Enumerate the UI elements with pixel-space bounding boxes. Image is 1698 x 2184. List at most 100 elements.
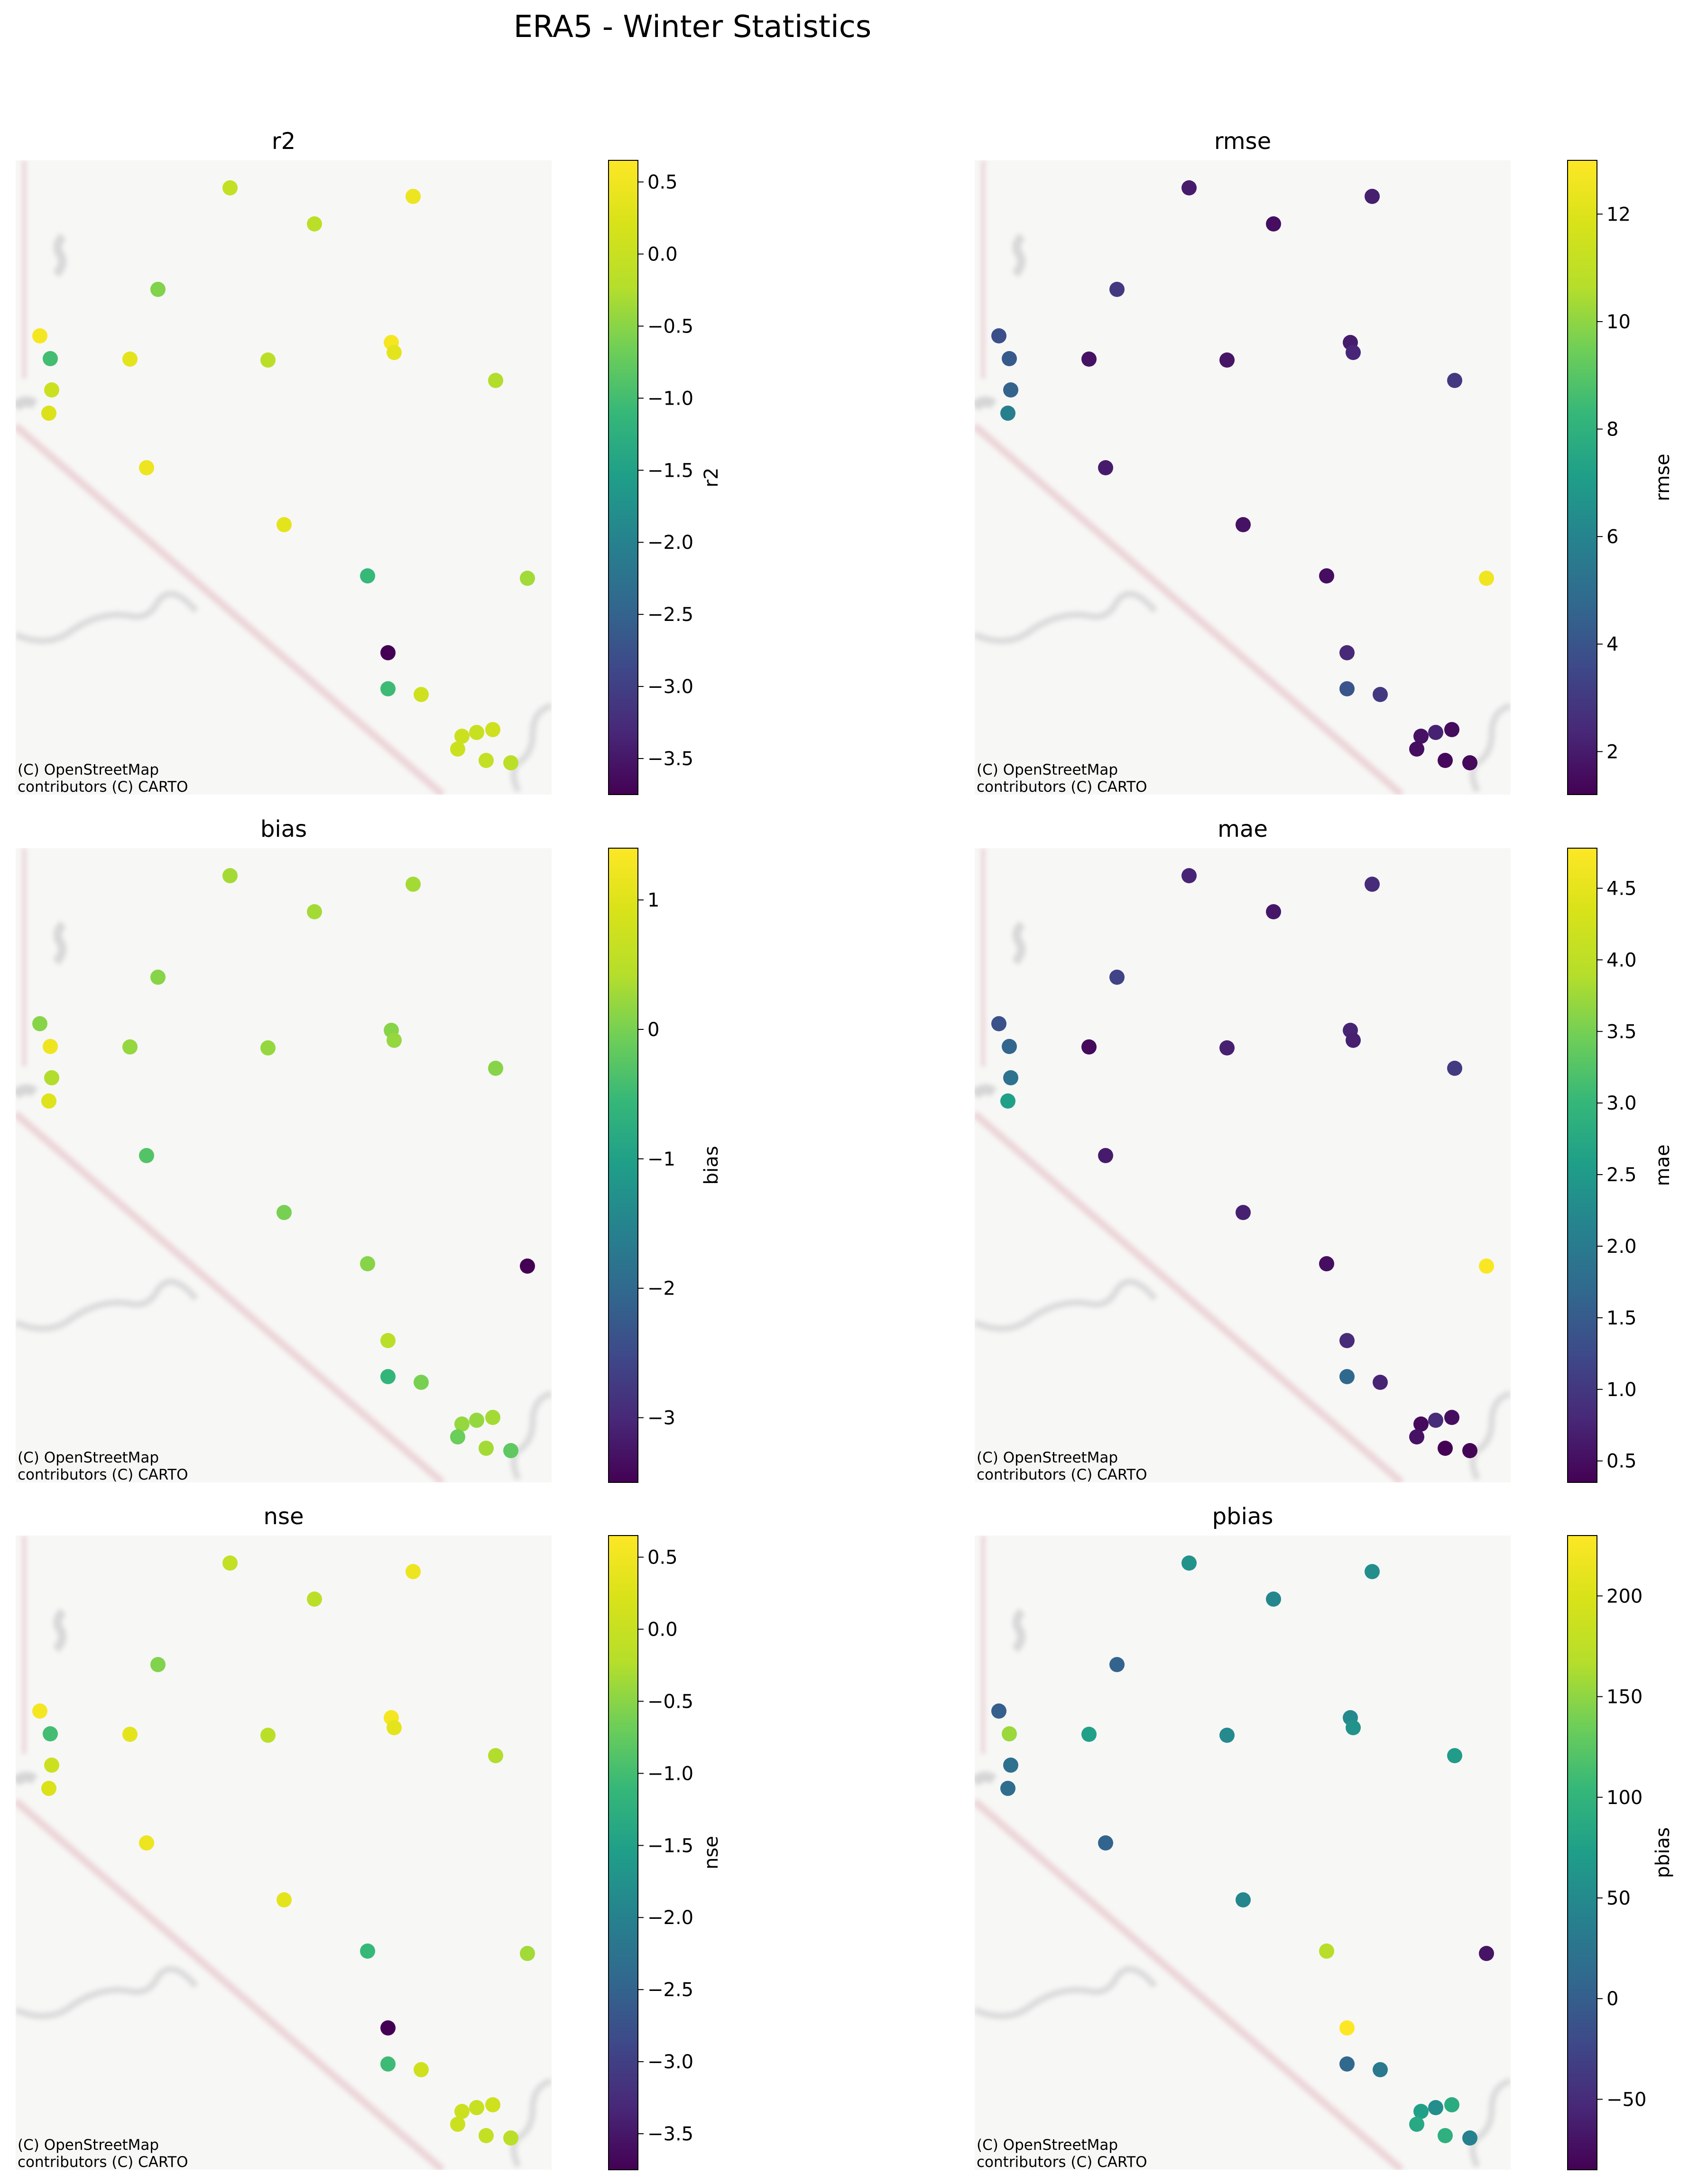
station-point — [360, 1943, 375, 1959]
station-point — [43, 351, 58, 366]
station-point — [454, 729, 470, 744]
colorbar-tick-label: 1 — [647, 889, 659, 911]
road-line — [975, 1111, 1404, 1482]
colorbar-tick-label: −50 — [1606, 2089, 1646, 2110]
station-point — [43, 1039, 58, 1054]
coastline — [1469, 703, 1511, 793]
station-point — [1339, 1369, 1355, 1384]
station-point — [41, 1093, 56, 1109]
colorbar-tick-label: 2.5 — [1606, 1164, 1637, 1186]
station-point — [150, 1657, 166, 1672]
coastline — [1012, 233, 1026, 278]
colorbar-gradient — [1567, 160, 1597, 795]
station-point — [222, 180, 238, 195]
colorbar-tick-label: 4 — [1606, 634, 1618, 656]
colorbar-tick-label: 0 — [647, 1019, 659, 1041]
station-point — [1003, 1070, 1018, 1085]
colorbar-label: bias — [701, 1146, 722, 1185]
station-point — [520, 1946, 535, 1961]
station-point — [414, 2062, 429, 2077]
station-point — [150, 282, 166, 297]
station-point — [139, 1148, 154, 1163]
station-point — [1447, 373, 1462, 388]
coastline — [16, 1084, 38, 1099]
coastline — [53, 921, 67, 965]
coastline — [1469, 2078, 1511, 2168]
station-point — [1365, 1564, 1380, 1579]
station-point — [1181, 1555, 1197, 1571]
station-point — [1373, 687, 1388, 702]
station-point — [277, 1892, 292, 1907]
station-point — [380, 1333, 396, 1348]
colorbar-tick-label: 0.5 — [1606, 1451, 1637, 1472]
road-line — [16, 1798, 445, 2170]
map-features — [975, 160, 1511, 795]
station-point — [1236, 1205, 1251, 1220]
basemap — [16, 848, 552, 1482]
coastline — [53, 1608, 67, 1653]
colorbar-gradient — [1567, 848, 1597, 1483]
basemap — [16, 160, 552, 795]
station-point — [488, 373, 503, 388]
station-point — [520, 1259, 535, 1274]
station-point — [260, 352, 276, 368]
station-point — [450, 741, 465, 757]
colorbar-tick-label: −2.0 — [647, 532, 693, 554]
map-credit: contributors (C) CARTO — [977, 2154, 1147, 2171]
map-features — [16, 160, 552, 795]
station-point — [991, 1703, 1006, 1719]
colorbar-tick-label: 10 — [1606, 311, 1631, 333]
station-point — [32, 328, 47, 343]
station-point — [1346, 1720, 1361, 1735]
station-point — [1236, 1892, 1251, 1907]
map-features — [16, 848, 552, 1482]
station-point — [485, 2097, 500, 2112]
basemap — [16, 1536, 552, 2170]
station-point — [1462, 1443, 1477, 1458]
station-point — [139, 1835, 154, 1851]
colorbar-label: mae — [1652, 1144, 1674, 1186]
colorbar-tick-label: 0.5 — [647, 172, 678, 194]
colorbar-tick-label: −3 — [647, 1407, 675, 1429]
panel-title: r2 — [272, 128, 295, 155]
station-point — [1003, 382, 1018, 398]
station-point — [1346, 345, 1361, 360]
station-point — [503, 755, 518, 770]
colorbar-tick-label: −0.5 — [647, 315, 693, 337]
colorbar-tick-label: 12 — [1606, 204, 1631, 225]
station-point — [414, 687, 429, 702]
colorbar-tick-label: 2.0 — [1606, 1236, 1637, 1258]
station-point — [1339, 645, 1355, 660]
coastline — [510, 1390, 552, 1481]
map-background — [975, 160, 1511, 795]
station-point — [485, 1410, 500, 1425]
station-point — [1444, 1410, 1459, 1425]
colorbar-tick-label: 0.0 — [647, 1619, 678, 1641]
station-point — [380, 645, 396, 660]
station-point — [43, 1726, 58, 1741]
colorbar-tick-label: 6 — [1606, 526, 1618, 548]
coastline — [510, 2078, 552, 2168]
coastline — [1469, 1390, 1511, 1481]
station-point — [387, 345, 402, 360]
station-point — [44, 382, 59, 398]
coastline — [16, 1771, 38, 1786]
colorbar-tick-label: −2.5 — [647, 604, 693, 626]
colorbar-tick-label: −0.5 — [647, 1691, 693, 1712]
coastline — [510, 703, 552, 793]
station-point — [1000, 1093, 1015, 1109]
station-point — [1319, 1943, 1334, 1959]
colorbar-gradient — [1567, 1535, 1597, 2170]
colorbar-tick-label: −3.0 — [647, 2051, 693, 2073]
station-point — [1428, 725, 1443, 740]
station-point — [1447, 1061, 1462, 1076]
station-point — [277, 1205, 292, 1220]
colorbar-tick-label: 0 — [1606, 1988, 1618, 2010]
station-point — [479, 2128, 494, 2143]
station-point — [1438, 753, 1453, 768]
map-credit: contributors (C) CARTO — [18, 2154, 188, 2171]
